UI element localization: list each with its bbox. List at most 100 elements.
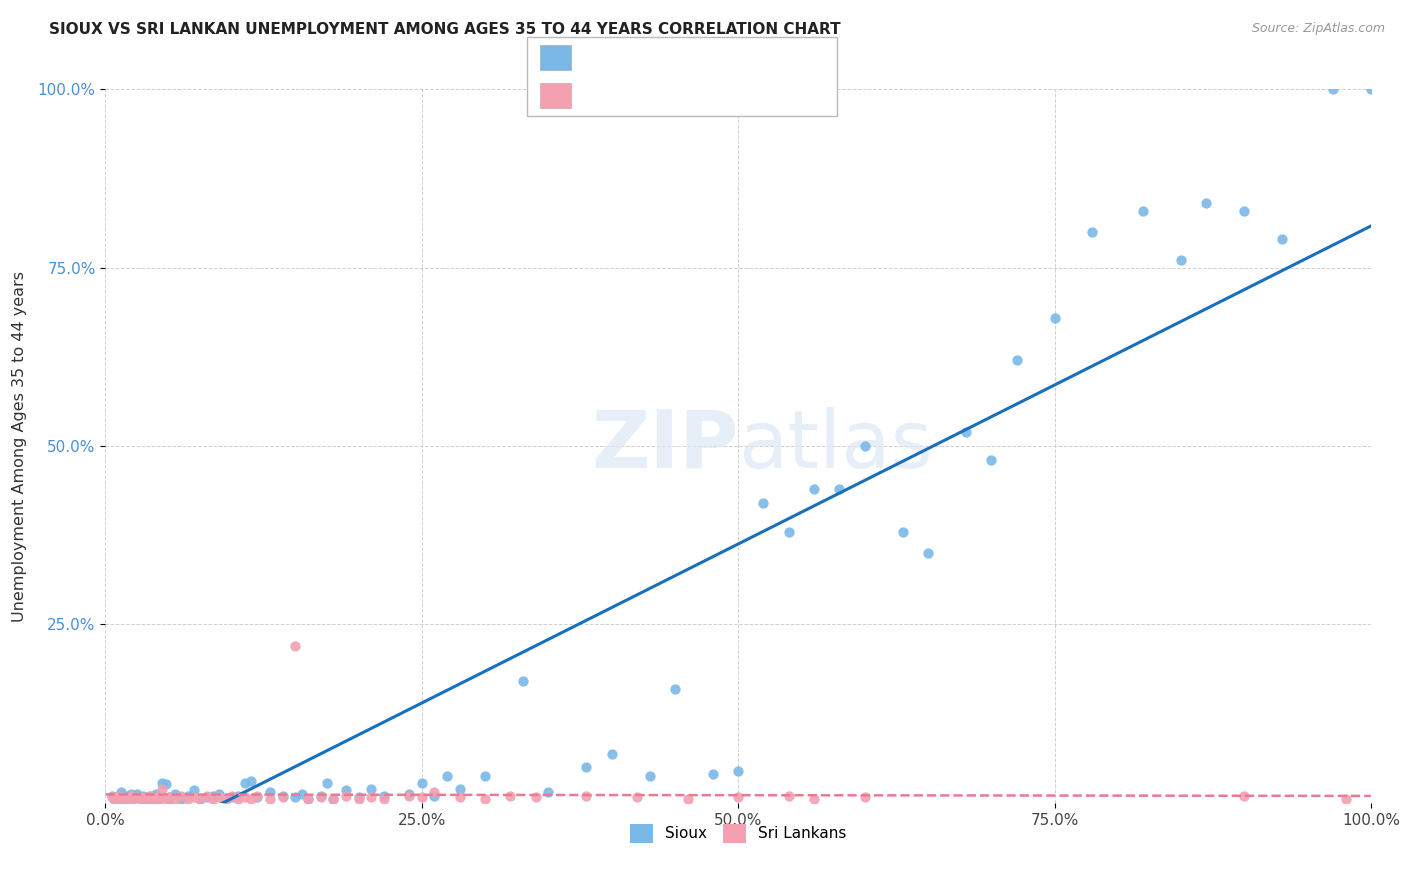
Point: [1334, 791, 1357, 805]
Point: [271, 789, 294, 803]
Bar: [540, 83, 571, 108]
Point: [423, 789, 446, 803]
Point: [449, 781, 471, 796]
Point: [373, 791, 395, 805]
Point: [411, 776, 433, 790]
Point: [214, 792, 236, 806]
Point: [110, 785, 132, 799]
Point: [955, 425, 977, 439]
Point: [135, 792, 157, 806]
Point: [853, 439, 876, 453]
Point: [183, 783, 205, 797]
Point: [297, 792, 319, 806]
Point: [702, 767, 724, 781]
Point: [335, 783, 357, 797]
Point: [129, 792, 152, 806]
Point: [239, 791, 263, 805]
Point: [120, 787, 142, 801]
Point: [360, 790, 382, 805]
Point: [107, 790, 129, 805]
Point: [114, 790, 135, 805]
Point: [575, 789, 598, 803]
Point: [512, 674, 534, 689]
Point: [1005, 353, 1028, 368]
Point: [129, 792, 152, 806]
Point: [891, 524, 914, 539]
Bar: [540, 45, 571, 70]
Point: [980, 453, 1002, 467]
Point: [347, 790, 370, 805]
Point: [233, 790, 256, 805]
Point: [138, 790, 162, 805]
Point: [778, 789, 800, 803]
Point: [120, 789, 142, 803]
Point: [157, 790, 180, 805]
Point: [373, 789, 395, 803]
Point: [188, 792, 211, 806]
Point: [214, 791, 236, 805]
Point: [524, 790, 547, 805]
Point: [114, 789, 135, 803]
Point: [309, 789, 332, 803]
Point: [1360, 82, 1382, 96]
Point: [195, 789, 218, 803]
Point: [309, 790, 332, 805]
Point: [221, 789, 243, 803]
Point: [727, 764, 749, 778]
Point: [411, 790, 433, 805]
Point: [127, 790, 149, 805]
Point: [157, 792, 180, 806]
Point: [138, 789, 162, 803]
Point: [114, 792, 135, 806]
Point: [208, 790, 231, 805]
Point: [117, 792, 139, 806]
Point: [202, 789, 225, 803]
Point: [828, 482, 851, 496]
Point: [145, 790, 167, 805]
Point: [155, 792, 177, 806]
Point: [315, 776, 337, 790]
Point: [436, 769, 458, 783]
Point: [423, 785, 446, 799]
Point: [917, 546, 939, 560]
Text: atlas: atlas: [738, 407, 932, 485]
Point: [297, 792, 319, 806]
Point: [626, 790, 648, 805]
Point: [145, 787, 167, 801]
Legend: Sioux, Sri Lankans: Sioux, Sri Lankans: [624, 818, 852, 848]
Point: [120, 790, 142, 805]
Text: SIOUX VS SRI LANKAN UNEMPLOYMENT AMONG AGES 35 TO 44 YEARS CORRELATION CHART: SIOUX VS SRI LANKAN UNEMPLOYMENT AMONG A…: [49, 22, 841, 37]
Point: [360, 781, 382, 796]
Point: [1043, 310, 1066, 325]
Point: [221, 790, 243, 805]
Point: [122, 791, 145, 805]
Point: [233, 776, 256, 790]
Point: [246, 789, 269, 803]
Point: [132, 789, 155, 803]
Point: [322, 792, 344, 806]
Point: [127, 787, 149, 801]
Point: [183, 790, 205, 805]
Point: [259, 792, 281, 806]
Point: [1271, 232, 1294, 246]
Point: [148, 792, 170, 806]
Point: [474, 769, 496, 783]
Point: [239, 774, 263, 789]
Point: [1322, 82, 1344, 96]
Point: [163, 791, 186, 805]
Point: [322, 791, 344, 805]
Point: [138, 789, 162, 803]
Point: [1081, 225, 1104, 239]
Point: [228, 789, 250, 803]
Point: [195, 790, 218, 805]
Point: [335, 789, 357, 803]
Point: [803, 792, 825, 806]
Point: [152, 776, 174, 790]
Point: [177, 792, 200, 806]
Point: [202, 792, 225, 806]
Point: [284, 639, 307, 653]
Point: [188, 791, 211, 805]
Point: [142, 792, 165, 806]
FancyBboxPatch shape: [527, 37, 837, 116]
Point: [177, 789, 200, 803]
